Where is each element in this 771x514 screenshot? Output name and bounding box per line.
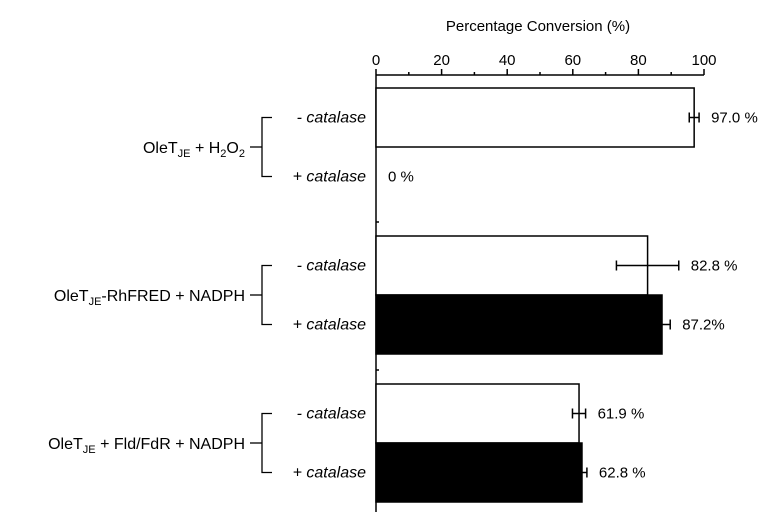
group-label-subscript: JE bbox=[83, 444, 96, 456]
group-bracket bbox=[261, 116, 272, 178]
group-label: OleTJE + H2O2 bbox=[143, 140, 245, 160]
bars-layer bbox=[375, 87, 700, 503]
group-label-text: OleT bbox=[54, 288, 89, 305]
group-label-text: O bbox=[226, 140, 238, 157]
condition-label: - catalase bbox=[297, 406, 366, 423]
x-axis: 0 20 40 60 80 100 bbox=[372, 52, 717, 512]
bar bbox=[375, 87, 695, 148]
bar bbox=[375, 235, 649, 296]
group-label: OleTJE + Fld/FdR + NADPH bbox=[48, 436, 245, 456]
data-label: 0 % bbox=[388, 169, 414, 186]
group-label-text: OleT bbox=[143, 140, 178, 157]
x-tick-label: 60 bbox=[564, 52, 581, 69]
x-tick-label: 20 bbox=[433, 52, 450, 69]
group-label-text: + Fld/FdR + NADPH bbox=[96, 436, 245, 453]
group-bracket bbox=[261, 264, 272, 326]
x-axis-title: Percentage Conversion (%) bbox=[446, 18, 630, 35]
group-label-subscript: JE bbox=[89, 296, 102, 308]
data-label: 82.8 % bbox=[691, 258, 738, 275]
data-label: 87.2% bbox=[682, 317, 725, 334]
condition-label: + catalase bbox=[293, 317, 366, 334]
group-label: OleTJE-RhFRED + NADPH bbox=[54, 288, 245, 308]
group-label-text: OleT bbox=[48, 436, 83, 453]
group-label-subscript: JE bbox=[178, 148, 191, 160]
bar bbox=[375, 442, 583, 503]
x-tick-label: 100 bbox=[691, 52, 716, 69]
condition-label: - catalase bbox=[297, 258, 366, 275]
x-tick-label: 0 bbox=[372, 52, 380, 69]
group-label-text: -RhFRED + NADPH bbox=[101, 288, 245, 305]
data-label: 97.0 % bbox=[711, 110, 758, 127]
bar bbox=[375, 294, 663, 355]
condition-label: + catalase bbox=[293, 465, 366, 482]
condition-label: + catalase bbox=[293, 169, 366, 186]
group-label-text: + H bbox=[191, 140, 221, 157]
group-bracket bbox=[261, 412, 272, 474]
data-label: 62.8 % bbox=[599, 465, 646, 482]
group-label-subscript: 2 bbox=[239, 148, 245, 160]
group-label-subscript: 2 bbox=[220, 148, 226, 160]
bar bbox=[375, 383, 580, 444]
x-tick-label: 80 bbox=[630, 52, 647, 69]
x-tick-label: 40 bbox=[499, 52, 516, 69]
data-label: 61.9 % bbox=[598, 406, 645, 423]
condition-label: - catalase bbox=[297, 110, 366, 127]
